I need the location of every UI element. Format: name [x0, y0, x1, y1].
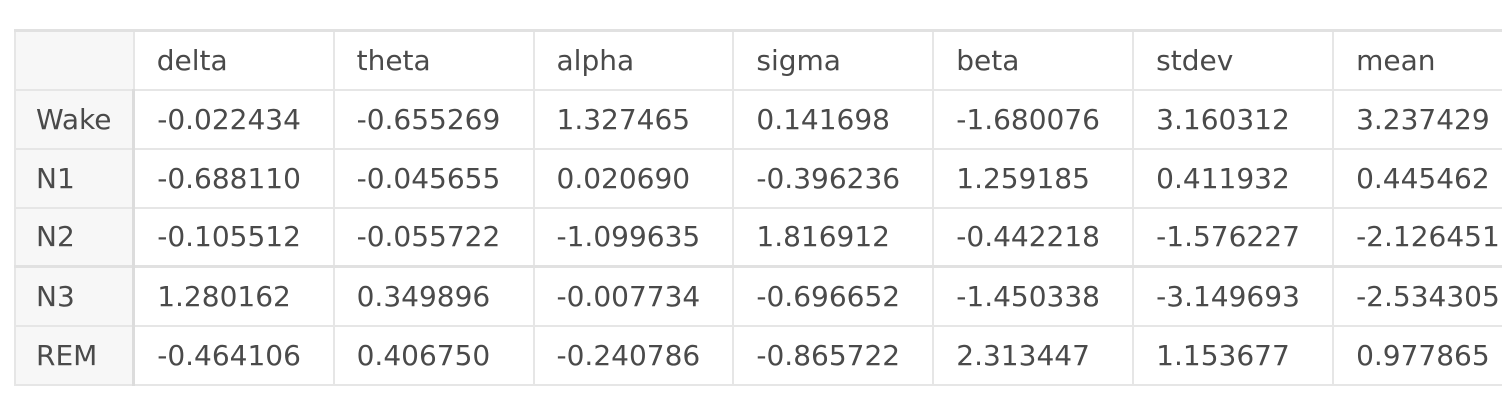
table-row: N1 -0.688110 -0.045655 0.020690 -0.39623… [14, 147, 1502, 209]
table-cell: 0.406750 [332, 324, 535, 386]
row-label: N3 [14, 265, 136, 327]
table-cell: -0.442218 [932, 206, 1135, 268]
table-cell: 0.349896 [332, 265, 535, 327]
table-row: N2 -0.105512 -0.055722 -1.099635 1.81691… [14, 206, 1502, 268]
table-cell: 0.445462 [1332, 147, 1502, 209]
column-header: delta [132, 29, 335, 91]
table-cell: -0.396236 [732, 147, 935, 209]
table-cell: 0.411932 [1132, 147, 1335, 209]
index-header-cell [14, 29, 135, 91]
table-cell: -2.534305 [1332, 265, 1502, 327]
column-header: stdev [1132, 29, 1335, 91]
table-cell: -3.149693 [1132, 265, 1335, 327]
table-cell: 0.020690 [532, 147, 735, 209]
table-cell: 1.327465 [532, 88, 735, 150]
table-cell: -2.126451 [1332, 206, 1502, 268]
column-header: sigma [732, 29, 935, 91]
column-header: alpha [532, 29, 735, 91]
table-cell: -0.045655 [332, 147, 535, 209]
row-label: REM [14, 324, 136, 386]
row-label: Wake [14, 88, 136, 150]
table-cell: -1.099635 [532, 206, 735, 268]
table-row: Wake -0.022434 -0.655269 1.327465 0.1416… [14, 88, 1502, 150]
table-cell: -0.655269 [332, 88, 535, 150]
table-cell: 2.313447 [932, 324, 1135, 386]
table-cell: 1.153677 [1132, 324, 1335, 386]
table-cell: -0.865722 [732, 324, 935, 386]
column-header: beta [932, 29, 1135, 91]
table-cell: -0.240786 [532, 324, 735, 386]
table-cell: -1.576227 [1132, 206, 1335, 268]
data-table: delta theta alpha sigma beta stdev mean … [14, 29, 1502, 386]
table-row: N3 1.280162 0.349896 -0.007734 -0.696652… [14, 265, 1502, 327]
table-cell: -0.688110 [132, 147, 335, 209]
table-cell: -0.007734 [532, 265, 735, 327]
table-cell: -0.105512 [132, 206, 335, 268]
table-cell: 0.977865 [1332, 324, 1502, 386]
row-label: N1 [14, 147, 136, 209]
table-cell: 1.816912 [732, 206, 935, 268]
column-header: theta [332, 29, 535, 91]
row-label: N2 [14, 206, 136, 268]
table-cell: 3.160312 [1132, 88, 1335, 150]
table-row: REM -0.464106 0.406750 -0.240786 -0.8657… [14, 324, 1502, 386]
table-cell: -1.450338 [932, 265, 1135, 327]
table-cell: 1.280162 [132, 265, 335, 327]
table-cell: -0.055722 [332, 206, 535, 268]
table-cell: -0.464106 [132, 324, 335, 386]
table-cell: 0.141698 [732, 88, 935, 150]
table-cell: -0.022434 [132, 88, 335, 150]
table-cell: 3.237429 [1332, 88, 1502, 150]
header-row: delta theta alpha sigma beta stdev mean [14, 29, 1502, 91]
table-cell: -0.696652 [732, 265, 935, 327]
table-cell: 1.259185 [932, 147, 1135, 209]
column-header: mean [1332, 29, 1502, 91]
table-cell: -1.680076 [932, 88, 1135, 150]
dataframe-container: delta theta alpha sigma beta stdev mean … [14, 29, 1502, 389]
